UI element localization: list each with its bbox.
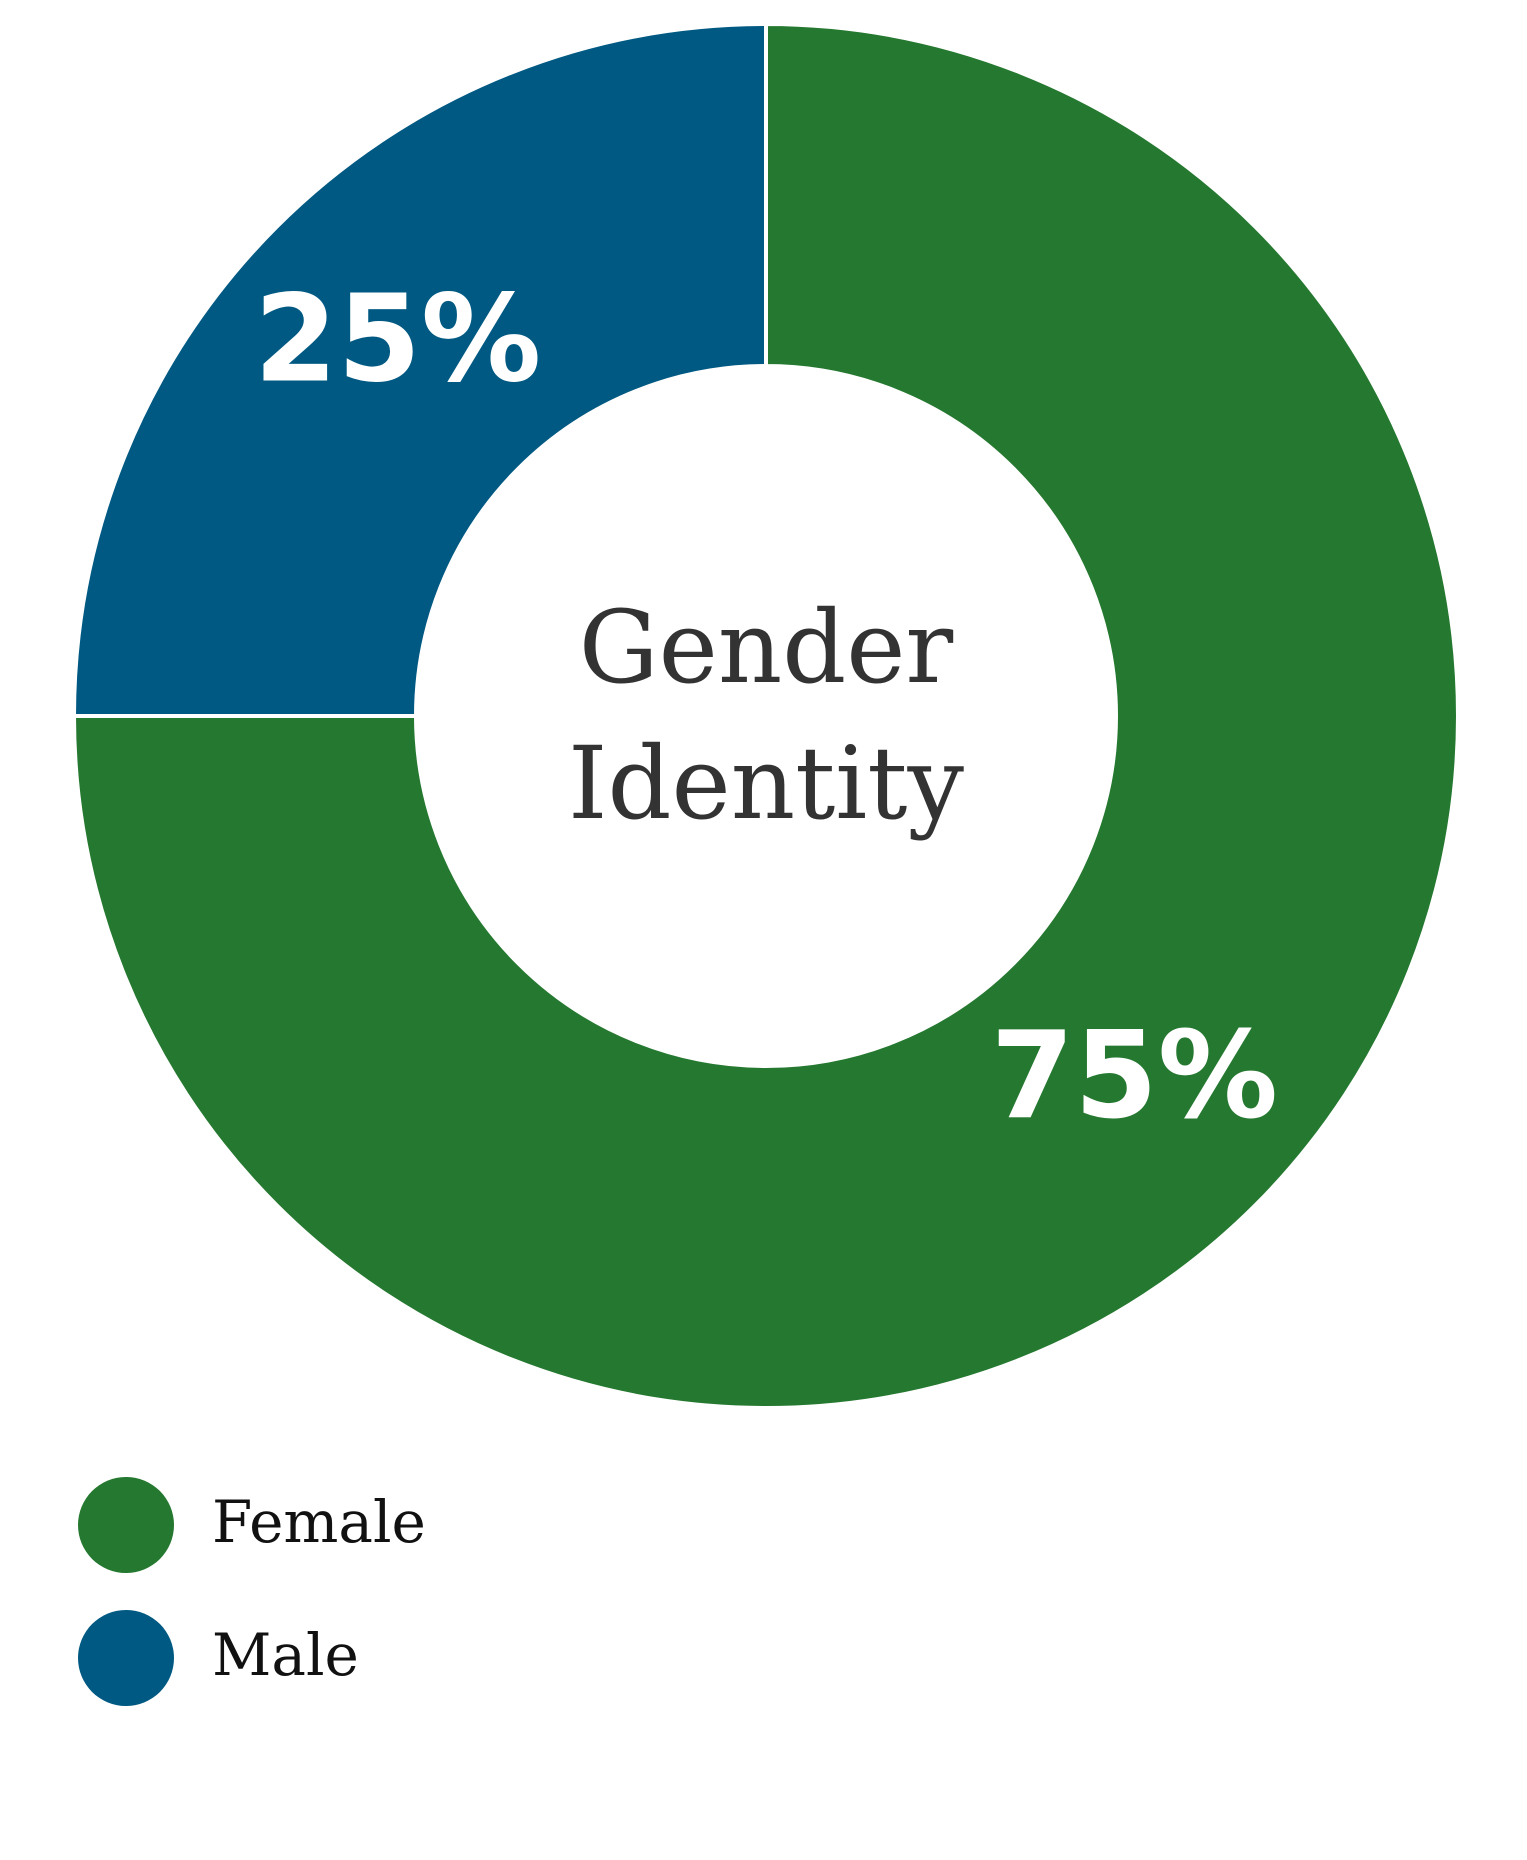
donut-slice <box>71 21 768 718</box>
legend-swatch <box>78 1477 174 1573</box>
value-label: 75% <box>991 1007 1278 1146</box>
legend-swatch <box>78 1610 174 1706</box>
chart-title: Gender Identity <box>568 589 964 842</box>
donut-slice <box>71 21 1460 1410</box>
legend-label: Female <box>212 1488 426 1556</box>
value-label: 25% <box>254 270 541 409</box>
legend-label: Male <box>212 1621 359 1689</box>
